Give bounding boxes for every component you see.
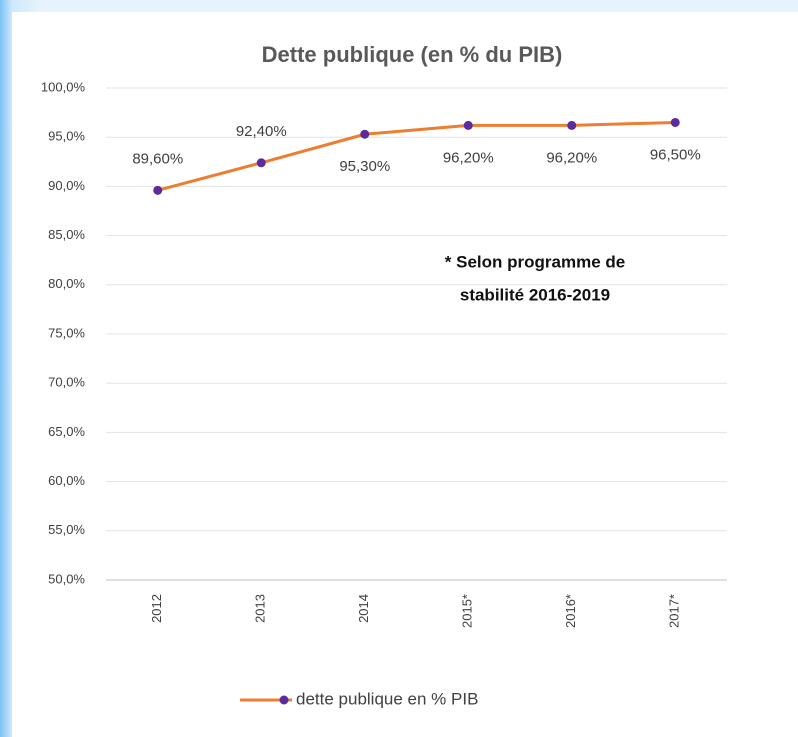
y-tick-label: 75,0% <box>48 325 85 340</box>
data-label: 92,40% <box>236 123 287 140</box>
x-tick-label: 2016* <box>563 594 578 628</box>
y-tick-label: 85,0% <box>48 227 85 242</box>
data-label: 96,20% <box>546 149 597 166</box>
legend-marker <box>279 695 289 705</box>
x-tick-label: 2013 <box>253 594 268 623</box>
data-label: 89,60% <box>132 150 183 167</box>
annotation: stabilité 2016-2019 <box>460 285 610 304</box>
x-tick-label: 2017* <box>667 594 682 628</box>
data-point <box>670 117 680 127</box>
data-label: 96,50% <box>650 146 701 163</box>
chart-title: Dette publique (en % du PIB) <box>262 42 563 67</box>
series-line <box>157 120 676 192</box>
y-tick-label: 100,0% <box>41 79 86 94</box>
data-point <box>153 185 163 195</box>
y-tick-label: 95,0% <box>48 129 85 144</box>
x-tick-label: 2015* <box>460 594 475 628</box>
data-label: 96,20% <box>443 149 494 166</box>
y-tick-label: 80,0% <box>48 276 85 291</box>
x-tick-label: 2014 <box>356 594 371 623</box>
data-point <box>567 120 577 130</box>
y-tick-label: 65,0% <box>48 424 85 439</box>
data-point <box>360 129 370 139</box>
y-tick-label: 55,0% <box>48 522 85 537</box>
y-tick-label: 70,0% <box>48 375 85 390</box>
y-tick-label: 50,0% <box>48 571 85 586</box>
data-point <box>463 120 473 130</box>
y-tick-label: 90,0% <box>48 178 85 193</box>
data-label: 95,30% <box>339 158 390 175</box>
annotation: * Selon programme de <box>445 252 625 271</box>
legend-label: dette publique en % PIB <box>296 689 478 708</box>
x-tick-label: 2012 <box>149 594 164 623</box>
data-point <box>256 158 266 168</box>
y-tick-label: 60,0% <box>48 473 85 488</box>
chart-panel <box>12 12 798 737</box>
